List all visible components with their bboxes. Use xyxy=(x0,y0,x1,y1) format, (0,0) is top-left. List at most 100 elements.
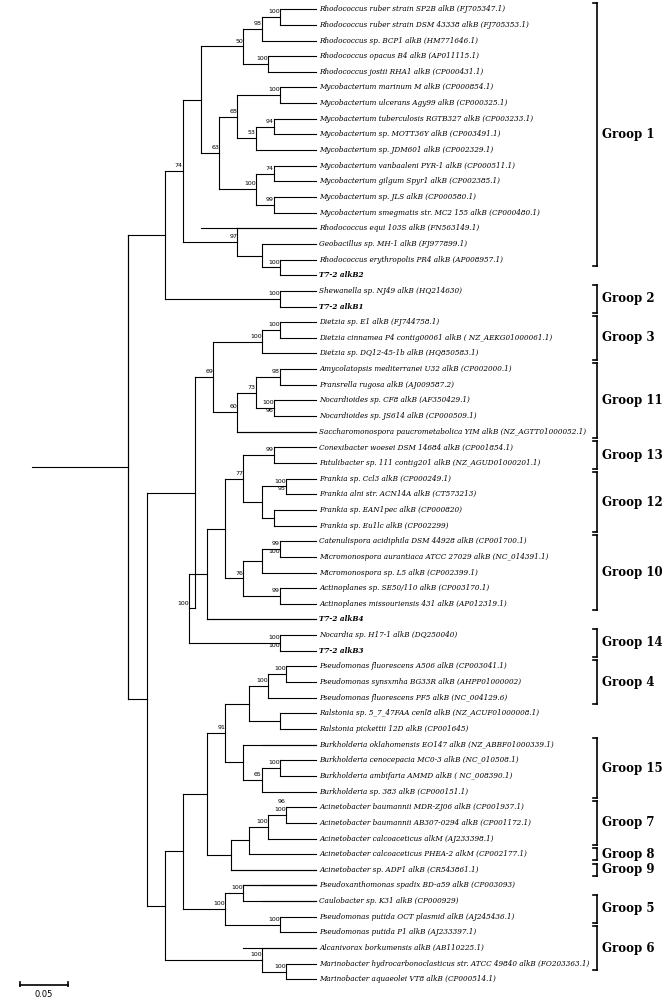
Text: 68: 68 xyxy=(229,109,237,114)
Text: 99: 99 xyxy=(266,197,274,202)
Text: 100: 100 xyxy=(244,181,255,186)
Text: Nocardioides sp. JS614 alkB (CP000509.1): Nocardioides sp. JS614 alkB (CP000509.1) xyxy=(319,412,477,420)
Text: Pseudomonas synsxmha BG33R alkB (AHPP01000002): Pseudomonas synsxmha BG33R alkB (AHPP010… xyxy=(319,678,521,686)
Text: Dietzia sp. DQ12-45-1b alkB (HQ850583.1): Dietzia sp. DQ12-45-1b alkB (HQ850583.1) xyxy=(319,349,479,357)
Text: Caulobacter sp. K31 alkB (CP000929): Caulobacter sp. K31 alkB (CP000929) xyxy=(319,897,459,905)
Text: 73: 73 xyxy=(247,385,255,390)
Text: Frankia sp. Ccl3 alkB (CP000249.1): Frankia sp. Ccl3 alkB (CP000249.1) xyxy=(319,475,451,483)
Text: Acinetobacter calcoaceticus PHEA-2 alkM (CP002177.1): Acinetobacter calcoaceticus PHEA-2 alkM … xyxy=(319,850,527,858)
Text: Nocardioides sp. CF8 alkB (AF350429.1): Nocardioides sp. CF8 alkB (AF350429.1) xyxy=(319,396,470,404)
Text: Pseudomonas putida OCT plasmid alkB (AJ245436.1): Pseudomonas putida OCT plasmid alkB (AJ2… xyxy=(319,913,515,921)
Text: Burkholderia cenocepacia MC0-3 alkB (NC_010508.1): Burkholderia cenocepacia MC0-3 alkB (NC_… xyxy=(319,756,519,764)
Text: Pransrella rugosa alkB (AJ009587.2): Pransrella rugosa alkB (AJ009587.2) xyxy=(319,381,454,389)
Text: Mycobacterium smegmatis str. MC2 155 alkB (CP000480.1): Mycobacterium smegmatis str. MC2 155 alk… xyxy=(319,209,540,217)
Text: Groop 9: Groop 9 xyxy=(602,863,655,876)
Text: 76: 76 xyxy=(235,571,243,576)
Text: 0.05: 0.05 xyxy=(35,990,53,999)
Text: 100: 100 xyxy=(274,479,286,484)
Text: Mycobacterium sp. JLS alkB (CP000580.1): Mycobacterium sp. JLS alkB (CP000580.1) xyxy=(319,193,476,201)
Text: 53: 53 xyxy=(247,130,255,135)
Text: Amycolatopsis mediterranei U32 alkB (CP002000.1): Amycolatopsis mediterranei U32 alkB (CP0… xyxy=(319,365,511,373)
Text: 99: 99 xyxy=(272,541,280,546)
Text: Dietzia cinnamea P4 contig00061 alkB ( NZ_AEKG01000061.1): Dietzia cinnamea P4 contig00061 alkB ( N… xyxy=(319,334,553,342)
Text: 100: 100 xyxy=(274,666,286,671)
Text: Dietzia sp. E1 alkB (FJ744758.1): Dietzia sp. E1 alkB (FJ744758.1) xyxy=(319,318,440,326)
Text: Groop 1: Groop 1 xyxy=(602,128,655,141)
Text: 100: 100 xyxy=(268,643,280,648)
Text: 100: 100 xyxy=(268,549,280,554)
Text: Rhodococcus ruber strain SP2B alkB (FJ705347.1): Rhodococcus ruber strain SP2B alkB (FJ70… xyxy=(319,5,505,13)
Text: Micromonospora aurantiaca ATCC 27029 alkB (NC_014391.1): Micromonospora aurantiaca ATCC 27029 alk… xyxy=(319,553,549,561)
Text: Groop 2: Groop 2 xyxy=(602,292,655,305)
Text: 98: 98 xyxy=(254,21,261,26)
Text: Acinetobacter baumannii AB307-0294 alkB (CP001172.1): Acinetobacter baumannii AB307-0294 alkB … xyxy=(319,819,531,827)
Text: 100: 100 xyxy=(213,901,225,906)
Text: Acinetobacter sp. ADP1 alkB (CR543861.1): Acinetobacter sp. ADP1 alkB (CR543861.1) xyxy=(319,866,479,874)
Text: 100: 100 xyxy=(274,807,286,812)
Text: 100: 100 xyxy=(256,819,267,824)
Text: Pseudoxanthomonas spadix BD-a59 alkB (CP003093): Pseudoxanthomonas spadix BD-a59 alkB (CP… xyxy=(319,881,515,889)
Text: T7-2 alkB4: T7-2 alkB4 xyxy=(319,615,364,623)
Text: Frankia sp. EAN1pec alkB (CP000820): Frankia sp. EAN1pec alkB (CP000820) xyxy=(319,506,462,514)
Text: Groop 4: Groop 4 xyxy=(602,676,655,689)
Text: 60: 60 xyxy=(229,404,237,409)
Text: 100: 100 xyxy=(256,678,267,683)
Text: Frankia alni str. ACN14A alkB (CT573213): Frankia alni str. ACN14A alkB (CT573213) xyxy=(319,490,476,498)
Text: Rhodococcus opacus B4 alkB (AP011115.1): Rhodococcus opacus B4 alkB (AP011115.1) xyxy=(319,52,479,60)
Text: 77: 77 xyxy=(235,471,243,476)
Text: 96: 96 xyxy=(266,408,274,413)
Text: 91: 91 xyxy=(217,725,225,730)
Text: 100: 100 xyxy=(268,9,280,14)
Text: 100: 100 xyxy=(268,635,280,640)
Text: Acinetobacter calcoaceticus alkM (AJ233398.1): Acinetobacter calcoaceticus alkM (AJ2333… xyxy=(319,835,493,843)
Text: 100: 100 xyxy=(268,260,280,265)
Text: Groop 8: Groop 8 xyxy=(602,848,655,861)
Text: Actinoplanes sp. SE50/110 alkB (CP003170.1): Actinoplanes sp. SE50/110 alkB (CP003170… xyxy=(319,584,489,592)
Text: Rhodococcus jostii RHA1 alkB (CP000431.1): Rhodococcus jostii RHA1 alkB (CP000431.1… xyxy=(319,68,483,76)
Text: Groop 3: Groop 3 xyxy=(602,331,655,344)
Text: Mycobacterium ulcerans Agy99 alkB (CP000325.1): Mycobacterium ulcerans Agy99 alkB (CP000… xyxy=(319,99,507,107)
Text: 100: 100 xyxy=(268,291,280,296)
Text: 97: 97 xyxy=(229,234,237,239)
Text: 50: 50 xyxy=(235,39,243,44)
Text: 100: 100 xyxy=(232,885,243,890)
Text: T7-2 alkB1: T7-2 alkB1 xyxy=(319,303,364,311)
Text: 100: 100 xyxy=(268,917,280,922)
Text: Pseudomonas fluorescens PF5 alkB (NC_004129.6): Pseudomonas fluorescens PF5 alkB (NC_004… xyxy=(319,694,507,702)
Text: 100: 100 xyxy=(262,400,274,405)
Text: Mycobacterium tuberculosis RGTB327 alkB (CP003233.1): Mycobacterium tuberculosis RGTB327 alkB … xyxy=(319,115,533,123)
Text: Mycobacterium vanbaaleni PYR-1 alkB (CP000511.1): Mycobacterium vanbaaleni PYR-1 alkB (CP0… xyxy=(319,162,515,170)
Text: Mycobacterium marinum M alkB (CP000854.1): Mycobacterium marinum M alkB (CP000854.1… xyxy=(319,83,493,91)
Text: 99: 99 xyxy=(266,447,274,452)
Text: 98: 98 xyxy=(272,369,280,374)
Text: 74: 74 xyxy=(266,166,274,171)
Text: Burkholderia sp. 383 alkB (CP000151.1): Burkholderia sp. 383 alkB (CP000151.1) xyxy=(319,788,468,796)
Text: 100: 100 xyxy=(250,334,261,339)
Text: Rhodococcus erythropolis PR4 alkB (AP008957.1): Rhodococcus erythropolis PR4 alkB (AP008… xyxy=(319,256,503,264)
Text: Rhodococcus ruber strain DSM 43338 alkB (FJ705353.1): Rhodococcus ruber strain DSM 43338 alkB … xyxy=(319,21,529,29)
Text: Mycobacterium sp. JDM601 alkB (CP002329.1): Mycobacterium sp. JDM601 alkB (CP002329.… xyxy=(319,146,493,154)
Text: Conexibacter woesei DSM 14684 alkB (CP001854.1): Conexibacter woesei DSM 14684 alkB (CP00… xyxy=(319,443,513,451)
Text: Acinetobacter baumannii MDR-ZJ06 alkB (CP001937.1): Acinetobacter baumannii MDR-ZJ06 alkB (C… xyxy=(319,803,524,811)
Text: 63: 63 xyxy=(211,145,219,150)
Text: 95: 95 xyxy=(278,486,286,491)
Text: Actinoplanes missouriensis 431 alkB (AP012319.1): Actinoplanes missouriensis 431 alkB (AP0… xyxy=(319,600,507,608)
Text: Pseudomonas fluorescens A506 alkB (CP003041.1): Pseudomonas fluorescens A506 alkB (CP003… xyxy=(319,662,507,670)
Text: Groop 11: Groop 11 xyxy=(602,394,663,407)
Text: Mycobacterium sp. MOTT36Y alkB (CP003491.1): Mycobacterium sp. MOTT36Y alkB (CP003491… xyxy=(319,130,501,138)
Text: Nocardia sp. H17-1 alkB (DQ250040): Nocardia sp. H17-1 alkB (DQ250040) xyxy=(319,631,458,639)
Text: 100: 100 xyxy=(268,760,280,765)
Text: Burkholderia oklahomensis EO147 alkB (NZ_ABBF01000339.1): Burkholderia oklahomensis EO147 alkB (NZ… xyxy=(319,741,554,749)
Text: Shewanella sp. NJ49 alkB (HQ214630): Shewanella sp. NJ49 alkB (HQ214630) xyxy=(319,287,462,295)
Text: Groop 14: Groop 14 xyxy=(602,636,663,649)
Text: Rhodococcus equi 103S alkB (FN563149.1): Rhodococcus equi 103S alkB (FN563149.1) xyxy=(319,224,479,232)
Text: 100: 100 xyxy=(178,601,189,606)
Text: 74: 74 xyxy=(175,163,183,168)
Text: Pseudomonas putida P1 alkB (AJ233397.1): Pseudomonas putida P1 alkB (AJ233397.1) xyxy=(319,928,476,936)
Text: 100: 100 xyxy=(274,964,286,969)
Text: 99: 99 xyxy=(272,588,280,593)
Text: Marinobacter aquaeolei VT8 alkB (CP000514.1): Marinobacter aquaeolei VT8 alkB (CP00051… xyxy=(319,975,496,983)
Text: Groop 7: Groop 7 xyxy=(602,816,655,829)
Text: Alcanivorax borkumensis alkB (AB110225.1): Alcanivorax borkumensis alkB (AB110225.1… xyxy=(319,944,484,952)
Text: Micromonospora sp. L5 alkB (CP002399.1): Micromonospora sp. L5 alkB (CP002399.1) xyxy=(319,569,478,577)
